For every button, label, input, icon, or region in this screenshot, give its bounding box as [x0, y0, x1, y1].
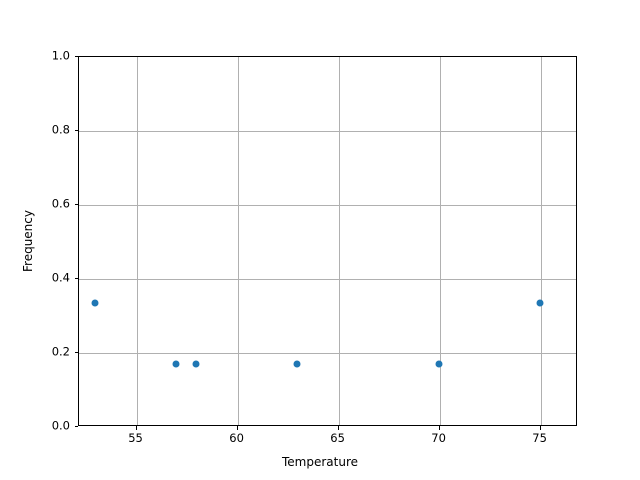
gridline-horizontal [79, 205, 576, 206]
y-tick-mark [74, 56, 78, 57]
y-tick-label: 0.4 [51, 270, 70, 285]
x-tick-mark [337, 426, 339, 430]
y-tick-mark [74, 130, 78, 131]
gridline-horizontal [79, 279, 576, 280]
gridline-horizontal [79, 131, 576, 132]
gridline-vertical [136, 57, 138, 425]
y-tick-mark [74, 204, 78, 205]
scatter-point [172, 360, 180, 368]
y-tick-label: 1.0 [51, 48, 70, 63]
scatter-point [435, 360, 443, 368]
y-tick-mark [74, 278, 78, 279]
y-tick-mark [74, 426, 78, 427]
scatter-point [91, 299, 99, 307]
x-tick-mark [135, 426, 137, 430]
x-tick-mark [236, 426, 238, 430]
scatter-point [192, 360, 200, 368]
y-tick-label: 0.8 [51, 122, 70, 137]
plot-area [78, 56, 577, 426]
gridline-vertical [237, 57, 239, 425]
x-axis-label: Temperature [281, 455, 358, 469]
gridline-vertical [439, 57, 441, 425]
scatter-point [293, 360, 301, 368]
x-tick-label: 65 [330, 431, 345, 445]
x-tick-label: 75 [532, 431, 547, 445]
gridline-vertical [338, 57, 340, 425]
y-tick-label: 0.0 [51, 418, 70, 433]
x-tick-mark [438, 426, 440, 430]
scatter-point [536, 299, 544, 307]
x-tick-label: 60 [229, 431, 244, 445]
x-tick-mark [539, 426, 541, 430]
gridline-vertical [540, 57, 542, 425]
x-tick-label: 55 [128, 431, 143, 445]
gridline-horizontal [79, 353, 576, 354]
x-tick-label: 70 [431, 431, 446, 445]
y-axis-label: Frequency [21, 210, 35, 272]
y-tick-label: 0.6 [51, 196, 70, 211]
y-tick-mark [74, 352, 78, 353]
y-tick-label: 0.2 [51, 344, 70, 359]
